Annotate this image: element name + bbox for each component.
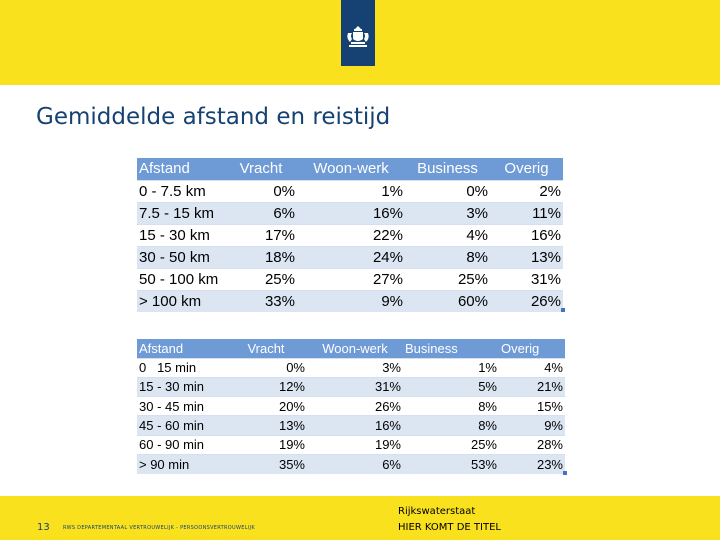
table-header-row: Afstand Vracht Woon-werk Business Overig — [137, 339, 565, 358]
travel-time-table: Afstand Vracht Woon-werk Business Overig… — [137, 339, 565, 474]
cell-business: 3% — [405, 201, 490, 224]
cell-business: 53% — [403, 453, 499, 474]
row-label: > 90 min — [137, 453, 225, 474]
cell-business: 25% — [405, 267, 490, 290]
header-business: Business — [417, 160, 478, 178]
cell-overig: 13% — [490, 245, 563, 268]
cell-vracht: 25% — [225, 267, 297, 290]
cell-business: 8% — [405, 245, 490, 268]
header-vracht: Vracht — [247, 340, 285, 356]
cell-woon-werk: 24% — [297, 245, 405, 268]
table-row: > 100 km 33% 9% 60% 26% — [137, 289, 563, 312]
cell-vracht: 33% — [225, 289, 297, 312]
row-label: 15 - 30 min — [137, 376, 225, 397]
cell-woon-werk: 22% — [297, 223, 405, 246]
row-label: 45 - 60 min — [137, 415, 225, 436]
cell-vracht: 0% — [225, 357, 307, 378]
cell-business: 60% — [405, 289, 490, 312]
row-label: 50 - 100 km — [137, 267, 225, 290]
cell-overig: 26% — [490, 289, 563, 312]
cell-overig: 9% — [499, 415, 565, 436]
distance-table: Afstand Vracht Woon-werk Business Overig… — [137, 158, 563, 312]
cell-business: 5% — [403, 376, 499, 397]
cell-business: 8% — [403, 396, 499, 416]
cell-vracht: 20% — [225, 396, 307, 416]
cell-woon-werk: 26% — [307, 396, 403, 416]
table-row: 15 - 30 min 12% 31% 5% 21% — [137, 376, 565, 397]
header-vracht: Vracht — [239, 160, 283, 178]
cell-overig: 23% — [499, 453, 565, 474]
rijksoverheid-logo — [341, 0, 375, 66]
cell-overig: 4% — [499, 357, 565, 378]
cell-woon-werk: 16% — [307, 415, 403, 436]
cell-woon-werk: 27% — [297, 267, 405, 290]
page-number: 13 — [37, 522, 50, 533]
cell-vracht: 35% — [225, 453, 307, 474]
header-overig: Overig — [504, 160, 549, 178]
row-label: 7.5 - 15 km — [137, 201, 225, 224]
cell-vracht: 6% — [225, 201, 297, 224]
row-label: 0 15 min — [137, 357, 225, 378]
cell-business: 4% — [405, 223, 490, 246]
table-row: > 90 min 35% 6% 53% 23% — [137, 453, 565, 474]
row-label: 60 - 90 min — [137, 434, 225, 455]
cell-woon-werk: 31% — [307, 376, 403, 397]
travel-time-table-body: 0 15 min 0% 3% 1% 4% 15 - 30 min 12% 31% 5% 21% … — [137, 357, 565, 474]
table-row: 30 - 45 min 20% 26% 8% 15% — [137, 396, 565, 416]
table-row: 0 15 min 0% 3% 1% 4% — [137, 357, 565, 378]
cell-business: 0% — [405, 179, 490, 202]
coat-of-arms-icon — [347, 26, 369, 47]
organisation-name: Rijkswaterstaat — [398, 506, 476, 517]
distance-table-body: 0 - 7.5 km 0% 1% 0% 2% 7.5 - 15 km 6% 16% 3% 11%… — [137, 179, 563, 312]
resize-handle[interactable] — [561, 308, 565, 312]
cell-woon-werk: 19% — [307, 434, 403, 455]
table-row: 0 - 7.5 km 0% 1% 0% 2% — [137, 179, 563, 202]
cell-woon-werk: 6% — [307, 453, 403, 474]
cell-overig: 15% — [499, 396, 565, 416]
table-row: 30 - 50 km 18% 24% 8% 13% — [137, 245, 563, 268]
cell-overig: 16% — [490, 223, 563, 246]
cell-business: 25% — [403, 434, 499, 455]
header-woon-werk: Woon-werk — [322, 340, 388, 356]
cell-vracht: 12% — [225, 376, 307, 397]
cell-vracht: 13% — [225, 415, 307, 436]
cell-vracht: 0% — [225, 179, 297, 202]
cell-overig: 11% — [490, 201, 563, 224]
header-business: Business — [405, 340, 458, 356]
table-header-row: Afstand Vracht Woon-werk Business Overig — [137, 158, 563, 180]
cell-overig: 31% — [490, 267, 563, 290]
cell-business: 1% — [403, 357, 499, 378]
slide-title: Gemiddelde afstand en reistijd — [36, 104, 391, 130]
table-row: 15 - 30 km 17% 22% 4% 16% — [137, 223, 563, 246]
row-label: 0 - 7.5 km — [137, 179, 225, 202]
cell-vracht: 19% — [225, 434, 307, 455]
table-row: 50 - 100 km 25% 27% 25% 31% — [137, 267, 563, 290]
footer-title: HIER KOMT DE TITEL — [398, 522, 501, 533]
cell-business: 8% — [403, 415, 499, 436]
row-label: 30 - 45 min — [137, 396, 225, 416]
resize-handle[interactable] — [563, 471, 567, 475]
cell-overig: 2% — [490, 179, 563, 202]
table-row: 45 - 60 min 13% 16% 8% 9% — [137, 415, 565, 436]
cell-woon-werk: 9% — [297, 289, 405, 312]
cell-overig: 21% — [499, 376, 565, 397]
row-label: 30 - 50 km — [137, 245, 225, 268]
table-row: 7.5 - 15 km 6% 16% 3% 11% — [137, 201, 563, 224]
header-overig: Overig — [501, 340, 540, 356]
row-label: 15 - 30 km — [137, 223, 225, 246]
header-afstand: Afstand — [139, 160, 190, 178]
cell-woon-werk: 3% — [307, 357, 403, 378]
cell-woon-werk: 16% — [297, 201, 405, 224]
cell-vracht: 17% — [225, 223, 297, 246]
header-woon-werk: Woon-werk — [313, 160, 389, 178]
cell-vracht: 18% — [225, 245, 297, 268]
table-row: 60 - 90 min 19% 19% 25% 28% — [137, 434, 565, 455]
cell-overig: 28% — [499, 434, 565, 455]
row-label: > 100 km — [137, 289, 225, 312]
header-afstand: Afstand — [139, 340, 184, 356]
confidentiality-label: RWS DEPARTEMENTAAL VERTROUWELIJK - PERSO… — [63, 525, 255, 531]
cell-woon-werk: 1% — [297, 179, 405, 202]
footer-bar — [0, 496, 720, 540]
